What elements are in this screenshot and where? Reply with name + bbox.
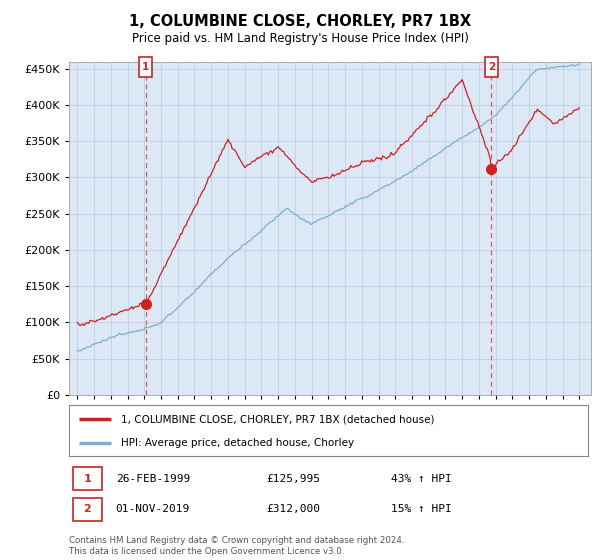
Text: Contains HM Land Registry data © Crown copyright and database right 2024.
This d: Contains HM Land Registry data © Crown c… [69, 536, 404, 556]
Text: 1, COLUMBINE CLOSE, CHORLEY, PR7 1BX (detached house): 1, COLUMBINE CLOSE, CHORLEY, PR7 1BX (de… [121, 414, 434, 424]
Text: £125,995: £125,995 [266, 474, 320, 484]
FancyBboxPatch shape [73, 467, 101, 491]
Text: HPI: Average price, detached house, Chorley: HPI: Average price, detached house, Chor… [121, 438, 354, 448]
Text: Price paid vs. HM Land Registry's House Price Index (HPI): Price paid vs. HM Land Registry's House … [131, 32, 469, 45]
Text: 2: 2 [488, 62, 495, 72]
Text: 26-FEB-1999: 26-FEB-1999 [116, 474, 190, 484]
Text: 43% ↑ HPI: 43% ↑ HPI [391, 474, 452, 484]
Text: 2: 2 [83, 505, 91, 515]
Text: 1: 1 [83, 474, 91, 484]
FancyBboxPatch shape [139, 57, 152, 77]
Text: 15% ↑ HPI: 15% ↑ HPI [391, 505, 452, 515]
Text: 1: 1 [142, 62, 149, 72]
Text: £312,000: £312,000 [266, 505, 320, 515]
FancyBboxPatch shape [485, 57, 498, 77]
Text: 1, COLUMBINE CLOSE, CHORLEY, PR7 1BX: 1, COLUMBINE CLOSE, CHORLEY, PR7 1BX [129, 14, 471, 29]
FancyBboxPatch shape [73, 498, 101, 521]
Text: 01-NOV-2019: 01-NOV-2019 [116, 505, 190, 515]
